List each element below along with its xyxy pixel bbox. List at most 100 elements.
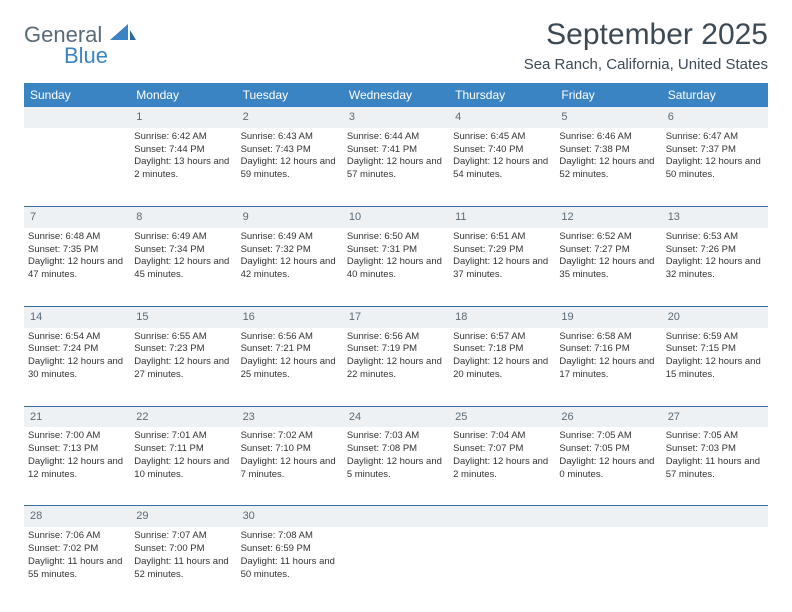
- sunset-text: Sunset: 7:18 PM: [453, 343, 551, 356]
- sunset-text: Sunset: 7:41 PM: [347, 144, 445, 157]
- daylight-text: Daylight: 13 hours and 2 minutes.: [134, 156, 232, 182]
- day-number: 9: [237, 206, 343, 228]
- day-number: 27: [662, 406, 768, 428]
- weekday-header: Monday: [130, 83, 236, 107]
- daynum-row: 14151617181920: [24, 306, 768, 328]
- daylight-text: Daylight: 11 hours and 57 minutes.: [666, 456, 764, 482]
- sunset-text: Sunset: 7:40 PM: [453, 144, 551, 157]
- daylight-text: Daylight: 11 hours and 50 minutes.: [241, 556, 339, 582]
- day-cell: [662, 527, 768, 605]
- sunset-text: Sunset: 7:00 PM: [134, 543, 232, 556]
- sunset-text: Sunset: 7:32 PM: [241, 244, 339, 257]
- daylight-text: Daylight: 12 hours and 12 minutes.: [28, 456, 126, 482]
- day-number: 24: [343, 406, 449, 428]
- day-content-row: Sunrise: 6:54 AMSunset: 7:24 PMDaylight:…: [24, 328, 768, 406]
- weekday-row: Sunday Monday Tuesday Wednesday Thursday…: [24, 83, 768, 107]
- weekday-header: Tuesday: [237, 83, 343, 107]
- daylight-text: Daylight: 12 hours and 10 minutes.: [134, 456, 232, 482]
- sunset-text: Sunset: 7:08 PM: [347, 443, 445, 456]
- sunrise-text: Sunrise: 6:45 AM: [453, 131, 551, 144]
- day-cell: Sunrise: 6:49 AMSunset: 7:32 PMDaylight:…: [237, 228, 343, 306]
- day-cell: Sunrise: 6:49 AMSunset: 7:34 PMDaylight:…: [130, 228, 236, 306]
- day-number: [24, 107, 130, 128]
- sunset-text: Sunset: 7:19 PM: [347, 343, 445, 356]
- day-number: 11: [449, 206, 555, 228]
- day-number: 20: [662, 306, 768, 328]
- weekday-header: Thursday: [449, 83, 555, 107]
- day-cell: Sunrise: 6:59 AMSunset: 7:15 PMDaylight:…: [662, 328, 768, 406]
- day-content-row: Sunrise: 6:48 AMSunset: 7:35 PMDaylight:…: [24, 228, 768, 306]
- day-number: 30: [237, 505, 343, 527]
- logo-sail-icon: [110, 24, 136, 42]
- sunrise-text: Sunrise: 6:57 AM: [453, 331, 551, 344]
- sunset-text: Sunset: 7:27 PM: [559, 244, 657, 257]
- day-number: 21: [24, 406, 130, 428]
- sunset-text: Sunset: 7:13 PM: [28, 443, 126, 456]
- sunrise-text: Sunrise: 6:43 AM: [241, 131, 339, 144]
- day-number: 19: [555, 306, 661, 328]
- sunset-text: Sunset: 7:05 PM: [559, 443, 657, 456]
- logo: General Blue: [24, 18, 136, 67]
- day-cell: Sunrise: 6:55 AMSunset: 7:23 PMDaylight:…: [130, 328, 236, 406]
- day-number: 6: [662, 107, 768, 128]
- daylight-text: Daylight: 12 hours and 27 minutes.: [134, 356, 232, 382]
- daylight-text: Daylight: 12 hours and 47 minutes.: [28, 256, 126, 282]
- sunset-text: Sunset: 7:31 PM: [347, 244, 445, 257]
- day-cell: [24, 128, 130, 206]
- daynum-row: 78910111213: [24, 206, 768, 228]
- day-cell: Sunrise: 6:52 AMSunset: 7:27 PMDaylight:…: [555, 228, 661, 306]
- day-number: [662, 505, 768, 527]
- day-cell: Sunrise: 6:58 AMSunset: 7:16 PMDaylight:…: [555, 328, 661, 406]
- sunset-text: Sunset: 7:02 PM: [28, 543, 126, 556]
- day-cell: Sunrise: 6:42 AMSunset: 7:44 PMDaylight:…: [130, 128, 236, 206]
- day-number: 10: [343, 206, 449, 228]
- location-text: Sea Ranch, California, United States: [524, 56, 768, 73]
- day-cell: Sunrise: 6:45 AMSunset: 7:40 PMDaylight:…: [449, 128, 555, 206]
- day-cell: Sunrise: 7:08 AMSunset: 6:59 PMDaylight:…: [237, 527, 343, 605]
- day-number: 22: [130, 406, 236, 428]
- day-number: [449, 505, 555, 527]
- daylight-text: Daylight: 12 hours and 25 minutes.: [241, 356, 339, 382]
- day-cell: [449, 527, 555, 605]
- sunrise-text: Sunrise: 7:05 AM: [559, 430, 657, 443]
- sunrise-text: Sunrise: 6:52 AM: [559, 231, 657, 244]
- sunrise-text: Sunrise: 6:49 AM: [134, 231, 232, 244]
- daylight-text: Daylight: 12 hours and 2 minutes.: [453, 456, 551, 482]
- daylight-text: Daylight: 12 hours and 42 minutes.: [241, 256, 339, 282]
- day-content-row: Sunrise: 7:00 AMSunset: 7:13 PMDaylight:…: [24, 427, 768, 505]
- day-number: 23: [237, 406, 343, 428]
- day-cell: Sunrise: 6:57 AMSunset: 7:18 PMDaylight:…: [449, 328, 555, 406]
- sunset-text: Sunset: 7:35 PM: [28, 244, 126, 257]
- daylight-text: Daylight: 12 hours and 50 minutes.: [666, 156, 764, 182]
- day-number: 17: [343, 306, 449, 328]
- calendar-body: 123456Sunrise: 6:42 AMSunset: 7:44 PMDay…: [24, 107, 768, 605]
- daylight-text: Daylight: 12 hours and 32 minutes.: [666, 256, 764, 282]
- day-content-row: Sunrise: 7:06 AMSunset: 7:02 PMDaylight:…: [24, 527, 768, 605]
- sunrise-text: Sunrise: 7:08 AM: [241, 530, 339, 543]
- sunrise-text: Sunrise: 6:51 AM: [453, 231, 551, 244]
- day-number: 1: [130, 107, 236, 128]
- daylight-text: Daylight: 12 hours and 7 minutes.: [241, 456, 339, 482]
- day-cell: Sunrise: 6:51 AMSunset: 7:29 PMDaylight:…: [449, 228, 555, 306]
- day-cell: Sunrise: 6:53 AMSunset: 7:26 PMDaylight:…: [662, 228, 768, 306]
- sunrise-text: Sunrise: 6:48 AM: [28, 231, 126, 244]
- sunrise-text: Sunrise: 7:00 AM: [28, 430, 126, 443]
- day-number: 2: [237, 107, 343, 128]
- day-cell: Sunrise: 7:05 AMSunset: 7:03 PMDaylight:…: [662, 427, 768, 505]
- logo-text-block: General Blue: [24, 24, 108, 67]
- daylight-text: Daylight: 12 hours and 35 minutes.: [559, 256, 657, 282]
- sunset-text: Sunset: 7:44 PM: [134, 144, 232, 157]
- daylight-text: Daylight: 12 hours and 30 minutes.: [28, 356, 126, 382]
- sunrise-text: Sunrise: 7:05 AM: [666, 430, 764, 443]
- day-number: 14: [24, 306, 130, 328]
- day-number: 8: [130, 206, 236, 228]
- sunset-text: Sunset: 7:24 PM: [28, 343, 126, 356]
- calendar-head: Sunday Monday Tuesday Wednesday Thursday…: [24, 83, 768, 107]
- day-cell: Sunrise: 7:01 AMSunset: 7:11 PMDaylight:…: [130, 427, 236, 505]
- day-number: [343, 505, 449, 527]
- daylight-text: Daylight: 12 hours and 52 minutes.: [559, 156, 657, 182]
- sunrise-text: Sunrise: 6:53 AM: [666, 231, 764, 244]
- daylight-text: Daylight: 12 hours and 57 minutes.: [347, 156, 445, 182]
- day-cell: Sunrise: 6:47 AMSunset: 7:37 PMDaylight:…: [662, 128, 768, 206]
- weekday-header: Friday: [555, 83, 661, 107]
